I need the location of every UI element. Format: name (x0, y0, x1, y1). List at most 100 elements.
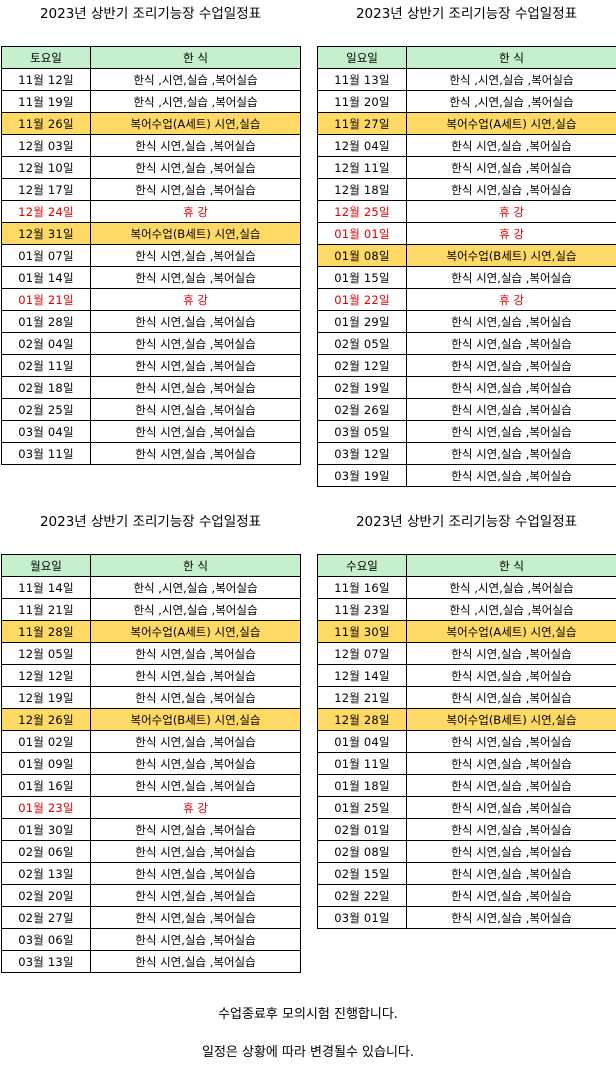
class-content: 한식 시연,실습 ,복어실습 (406, 398, 616, 421)
table-row: 11월 19일 한식 ,시연,실습 ,복어실습 (1, 90, 301, 113)
class-date: 12월 18일 (317, 178, 407, 201)
table-row: 12월 07일 한식 시연,실습 ,복어실습 (317, 642, 616, 665)
class-content: 한식 시연,실습 ,복어실습 (406, 266, 616, 289)
class-date: 01월 25일 (317, 796, 407, 819)
table-row: 11월 12일 한식 ,시연,실습 ,복어실습 (1, 68, 301, 91)
class-date: 02월 19일 (317, 376, 407, 399)
class-date: 12월 24일 (1, 200, 91, 223)
table-row: 12월 10일 한식 시연,실습 ,복어실습 (1, 156, 301, 179)
class-date: 01월 22일 (317, 288, 407, 311)
class-content: 한식 ,시연,실습 ,복어실습 (406, 576, 616, 599)
class-content: 복어수업(A세트) 시연,실습 (406, 620, 616, 643)
class-content: 한식 ,시연,실습 ,복어실습 (90, 576, 301, 599)
class-date: 12월 31일 (1, 222, 91, 245)
table-row: 12월 18일 한식 시연,실습 ,복어실습 (317, 178, 616, 201)
table-row: 03월 06일 한식 시연,실습 ,복어실습 (1, 928, 301, 951)
schedule-monday: 2023년 상반기 조리기능장 수업일정표 월요일 한 식 11월 14일 한식 ,시… (1, 510, 301, 973)
class-content: 한식 시연,실습 ,복어실습 (406, 862, 616, 885)
class-content: 복어수업(A세트) 시연,실습 (406, 112, 616, 135)
table-row: 11월 13일 한식 ,시연,실습 ,복어실습 (317, 68, 616, 91)
class-content: 한식 시연,실습 ,복어실습 (406, 686, 616, 709)
schedule-title: 2023년 상반기 조리기능장 수업일정표 (355, 514, 578, 530)
table-row: 01월 16일 한식 시연,실습 ,복어실습 (1, 774, 301, 797)
class-content: 한식 시연,실습 ,복어실습 (406, 906, 616, 929)
schedule-wednesday: 2023년 상반기 조리기능장 수업일정표 수요일 한 식 11월 16일 한식 ,시… (317, 510, 616, 929)
class-date: 01월 07일 (1, 244, 91, 267)
table-row: 03월 19일 한식 시연,실습 ,복어실습 (317, 464, 616, 487)
table-row: 12월 31일 복어수업(B세트) 시연,실습 (1, 222, 301, 245)
schedule-title: 2023년 상반기 조리기능장 수업일정표 (355, 6, 578, 22)
class-content: 한식 ,시연,실습 ,복어실습 (90, 598, 301, 621)
class-date: 12월 05일 (1, 642, 91, 665)
class-content: 한식 시연,실습 ,복어실습 (406, 642, 616, 665)
table-row: 01월 01일 휴 강 (317, 222, 616, 245)
class-date: 11월 13일 (317, 68, 407, 91)
table-row: 11월 30일 복어수업(A세트) 시연,실습 (317, 620, 616, 643)
class-content: 한식 시연,실습 ,복어실습 (90, 664, 301, 687)
table-row: 12월 04일 한식 시연,실습 ,복어실습 (317, 134, 616, 157)
class-content: 한식 시연,실습 ,복어실습 (406, 730, 616, 753)
class-content: 한식 시연,실습 ,복어실습 (90, 950, 301, 973)
schedule-table: 토요일 한 식 11월 12일 한식 ,시연,실습 ,복어실습 11월 19일 한식 ,시… (1, 46, 301, 465)
note-schedule-change: 일정은 상황에 따라 변경될수 있습니다. (201, 1045, 415, 1060)
class-date: 11월 21일 (1, 598, 91, 621)
class-content: 복어수업(B세트) 시연,실습 (406, 708, 616, 731)
header-subject: 한 식 (406, 46, 616, 69)
class-date: 03월 19일 (317, 464, 407, 487)
table-row: 03월 04일 한식 시연,실습 ,복어실습 (1, 420, 301, 443)
class-date: 01월 15일 (317, 266, 407, 289)
class-date: 12월 10일 (1, 156, 91, 179)
header-subject: 한 식 (406, 554, 616, 577)
table-row: 11월 16일 한식 ,시연,실습 ,복어실습 (317, 576, 616, 599)
table-row: 11월 14일 한식 ,시연,실습 ,복어실습 (1, 576, 301, 599)
table-row: 02월 06일 한식 시연,실습 ,복어실습 (1, 840, 301, 863)
class-content: 한식 시연,실습 ,복어실습 (90, 906, 301, 929)
class-content: 한식 시연,실습 ,복어실습 (90, 774, 301, 797)
class-date: 03월 13일 (1, 950, 91, 973)
class-content: 한식 시연,실습 ,복어실습 (90, 354, 301, 377)
table-row: 02월 27일 한식 시연,실습 ,복어실습 (1, 906, 301, 929)
class-date: 03월 01일 (317, 906, 407, 929)
table-row: 03월 05일 한식 시연,실습 ,복어실습 (317, 420, 616, 443)
no-class-label: 휴 강 (90, 288, 301, 311)
class-content: 복어수업(B세트) 시연,실습 (90, 222, 301, 245)
class-date: 12월 07일 (317, 642, 407, 665)
class-date: 12월 21일 (317, 686, 407, 709)
class-content: 한식 시연,실습 ,복어실습 (406, 354, 616, 377)
class-content: 한식 시연,실습 ,복어실습 (90, 178, 301, 201)
class-date: 11월 20일 (317, 90, 407, 113)
note-mock-exam: 수업종료후 모의시험 진행합니다. (218, 1007, 398, 1022)
header-day: 월요일 (1, 554, 91, 577)
class-date: 01월 23일 (1, 796, 91, 819)
class-date: 02월 12일 (317, 354, 407, 377)
class-content: 한식 ,시연,실습 ,복어실습 (406, 598, 616, 621)
class-date: 01월 04일 (317, 730, 407, 753)
class-date: 02월 13일 (1, 862, 91, 885)
table-row: 01월 04일 한식 시연,실습 ,복어실습 (317, 730, 616, 753)
table-row: 02월 12일 한식 시연,실습 ,복어실습 (317, 354, 616, 377)
class-content: 한식 시연,실습 ,복어실습 (90, 730, 301, 753)
class-content: 복어수업(A세트) 시연,실습 (90, 112, 301, 135)
class-content: 한식 시연,실습 ,복어실습 (406, 818, 616, 841)
class-date: 02월 04일 (1, 332, 91, 355)
header-day: 일요일 (317, 46, 407, 69)
class-date: 01월 09일 (1, 752, 91, 775)
table-row: 02월 15일 한식 시연,실습 ,복어실습 (317, 862, 616, 885)
class-content: 한식 시연,실습 ,복어실습 (406, 332, 616, 355)
class-date: 01월 08일 (317, 244, 407, 267)
table-row: 03월 01일 한식 시연,실습 ,복어실습 (317, 906, 616, 929)
table-row: 11월 28일 복어수업(A세트) 시연,실습 (1, 620, 301, 643)
class-date: 12월 11일 (317, 156, 407, 179)
class-date: 02월 26일 (317, 398, 407, 421)
class-date: 01월 01일 (317, 222, 407, 245)
table-row: 01월 02일 한식 시연,실습 ,복어실습 (1, 730, 301, 753)
class-date: 01월 21일 (1, 288, 91, 311)
class-date: 02월 01일 (317, 818, 407, 841)
class-content: 한식 시연,실습 ,복어실습 (406, 464, 616, 487)
class-date: 01월 11일 (317, 752, 407, 775)
table-row: 01월 11일 한식 시연,실습 ,복어실습 (317, 752, 616, 775)
table-header: 월요일 한 식 (1, 554, 301, 577)
class-date: 12월 25일 (317, 200, 407, 223)
table-row: 12월 11일 한식 시연,실습 ,복어실습 (317, 156, 616, 179)
table-row: 12월 25일 휴 강 (317, 200, 616, 223)
